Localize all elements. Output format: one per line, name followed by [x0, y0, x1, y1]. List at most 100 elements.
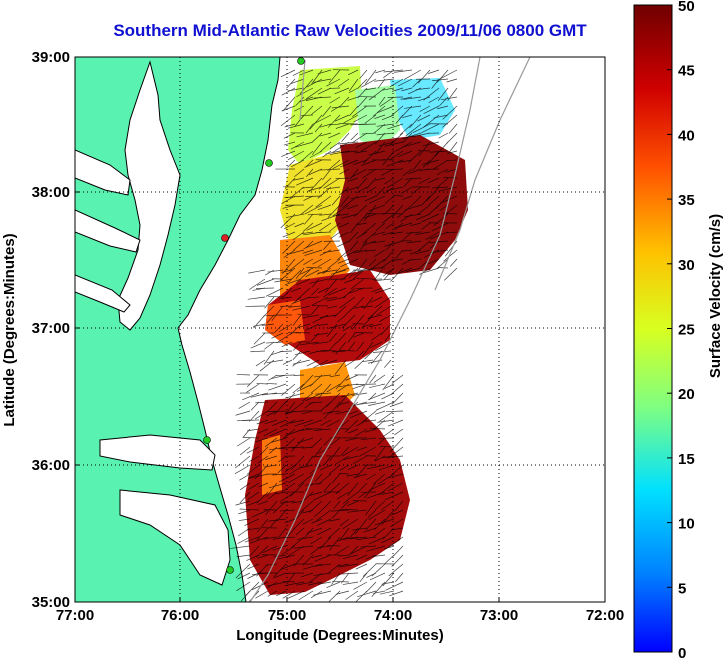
velocity-arrow [368, 383, 386, 389]
velocity-arrow [329, 123, 341, 126]
velocity-arrow [365, 419, 377, 422]
velocity-arrow [264, 341, 275, 350]
velocity-arrow [367, 314, 383, 319]
velocity-arrow [314, 374, 332, 378]
velocity-arrow [340, 392, 359, 398]
velocity-arrow [377, 105, 395, 114]
velocity-arrow [416, 204, 431, 216]
velocity-arrow [293, 518, 305, 530]
velocity-arrow [302, 249, 314, 254]
velocity-arrow [391, 258, 404, 261]
velocity-arrow [290, 78, 305, 84]
velocity-arrow [428, 258, 440, 265]
velocity-arrow [323, 240, 332, 251]
velocity-arrow [248, 269, 266, 274]
velocity-arrow [405, 123, 422, 137]
velocity-arrow [337, 258, 350, 264]
velocity-arrow [373, 473, 386, 485]
velocity-arrow [346, 473, 359, 477]
velocity-arrow [346, 500, 359, 507]
velocity-arrow [289, 419, 305, 424]
colorbar-tick-label: 45 [678, 63, 695, 80]
velocity-arrow [329, 96, 341, 104]
velocity-arrow [332, 204, 350, 217]
velocity-arrow [402, 132, 422, 140]
velocity-arrow [294, 509, 305, 521]
velocity-arrow [385, 168, 404, 170]
velocity-arrow [375, 69, 386, 74]
velocity-arrow [382, 213, 395, 224]
velocity-arrow [405, 231, 422, 234]
velocity-arrow [317, 87, 332, 95]
velocity-arrow [408, 150, 422, 164]
velocity-arrow [398, 159, 413, 163]
velocity-arrow [348, 341, 356, 351]
velocity-arrow [297, 473, 314, 487]
x-tick-label: 77:00 [56, 607, 94, 624]
velocity-arrow [268, 518, 287, 522]
velocity-arrow [332, 141, 350, 153]
velocity-arrow [317, 581, 332, 585]
velocity-arrow [303, 240, 323, 250]
velocity-arrow [387, 123, 404, 130]
velocity-arrow [444, 267, 458, 281]
velocity-arrow [318, 177, 332, 190]
velocity-arrow [240, 482, 251, 491]
velocity-arrow [416, 213, 431, 221]
velocity-arrow [381, 581, 395, 585]
velocity-arrow [271, 332, 284, 339]
velocity-arrow [331, 195, 341, 206]
velocity-arrow [412, 123, 431, 134]
velocity-arrow [409, 249, 422, 255]
velocity-arrow [337, 249, 350, 261]
velocity-arrow [354, 359, 365, 369]
velocity-arrow [262, 305, 275, 318]
velocity-arrow [382, 87, 395, 91]
velocity-arrow [317, 446, 332, 454]
velocity-arrow [369, 258, 386, 271]
velocity-arrow [442, 114, 458, 128]
velocity-arrow [334, 359, 347, 375]
velocity-arrow [412, 159, 422, 171]
velocity-arrow [341, 132, 350, 142]
velocity-arrow [266, 581, 287, 587]
velocity-arrow [447, 150, 458, 154]
velocity-arrow [317, 69, 332, 75]
velocity-arrow [332, 213, 350, 217]
velocity-arrow [264, 296, 275, 309]
velocity-arrow [345, 374, 359, 381]
velocity-arrow [239, 473, 251, 481]
velocity-arrow [384, 177, 395, 185]
velocity-arrow [402, 114, 413, 119]
map-title: Southern Mid-Atlantic Raw Velocities 200… [113, 21, 587, 40]
velocity-arrow [368, 509, 386, 520]
velocity-arrow [318, 269, 338, 274]
velocity-arrow [292, 69, 305, 76]
velocity-arrow [295, 96, 305, 107]
velocity-arrow [319, 536, 332, 549]
velocity-arrow [294, 350, 311, 356]
velocity-arrow [353, 159, 368, 165]
velocity-arrow [356, 222, 368, 226]
velocity-arrow [446, 132, 458, 144]
velocity-arrow [417, 69, 431, 84]
velocity-arrow [349, 410, 368, 419]
velocity-arrow [371, 332, 383, 341]
velocity-arrow [394, 222, 404, 230]
velocity-arrow [238, 401, 251, 409]
velocity-arrow [334, 87, 350, 95]
velocity-arrow [244, 518, 260, 526]
velocity-arrow [378, 464, 395, 471]
velocity-arrow [361, 314, 374, 329]
velocity-arrow [249, 536, 269, 544]
velocity-arrow [343, 114, 359, 124]
velocity-arrow [348, 231, 359, 242]
velocity-arrow [278, 323, 293, 333]
x-tick-label: 74:00 [374, 607, 412, 624]
velocity-arrow [329, 437, 341, 446]
velocity-arrow [256, 419, 269, 425]
velocity-arrow [305, 269, 320, 278]
colorbar-label: Surface Velocity (cm/s) [707, 214, 724, 378]
velocity-arrow [340, 159, 359, 168]
